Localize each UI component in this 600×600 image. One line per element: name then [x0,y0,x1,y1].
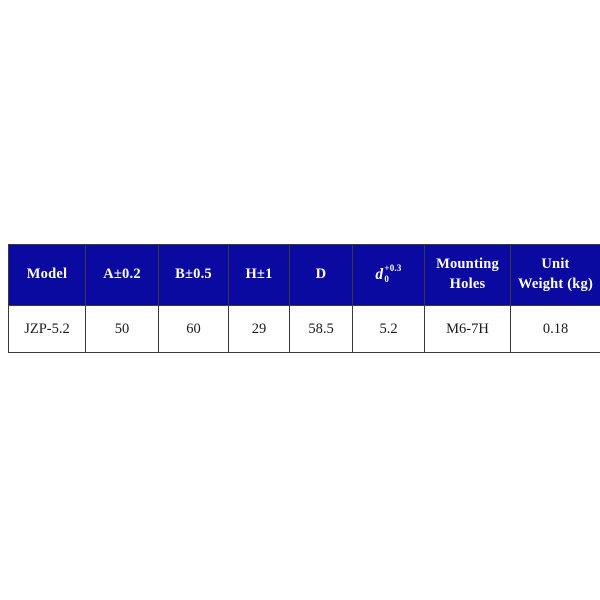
cell-d-major: 58.5 [289,305,353,353]
table-header: Model A±0.2 B±0.5 H±1 D d +0.3 0 [8,244,600,306]
cell-b: 60 [158,305,229,353]
column-header-mounting-holes: Mounting Holes [424,244,511,306]
cell-unit-weight: 0.18 [510,305,600,353]
column-header-d-major: D [289,244,353,306]
cell-h: 29 [228,305,290,353]
column-header-b-label: B±0.5 [175,266,212,283]
column-header-h-label: H±1 [245,266,273,283]
product-specification-table: Model A±0.2 B±0.5 H±1 D d +0.3 0 [8,244,600,353]
cell-a: 50 [85,305,159,353]
table-header-row: Model A±0.2 B±0.5 H±1 D d +0.3 0 [8,244,600,306]
tolerance-lower-value: 0 [384,273,390,284]
column-header-a: A±0.2 [85,244,159,306]
table-row: JZP-5.2 50 60 29 58.5 5.2 M6-7H 0.18 [8,305,600,353]
column-header-unit-weight: Unit Weight (kg) [510,244,600,306]
column-header-a-label: A±0.2 [103,266,141,283]
tolerance-upper-value: +0.3 [384,263,402,274]
cell-mounting-holes: M6-7H [424,305,511,353]
column-header-unit-weight-line1: Unit [541,256,570,273]
column-header-unit-weight-line2: Weight (kg) [517,276,594,292]
cell-d-tolerance: 5.2 [352,305,425,353]
column-header-mounting-holes-line2: Holes [449,276,486,292]
specification-table-container: Model A±0.2 B±0.5 H±1 D d +0.3 0 [8,244,600,353]
column-header-model: Model [8,244,86,306]
cell-model: JZP-5.2 [8,305,86,353]
column-header-model-label: Model [26,266,68,283]
table-body: JZP-5.2 50 60 29 58.5 5.2 M6-7H 0.18 [8,305,600,353]
column-header-b: B±0.5 [158,244,229,306]
column-header-h: H±1 [228,244,290,306]
column-header-mounting-holes-line1: Mounting [436,256,499,273]
column-header-d-major-label: D [315,266,327,283]
tolerance-symbol: d [375,265,384,283]
column-header-d-tolerance: d +0.3 0 [352,244,425,306]
tolerance-stack: +0.3 0 [384,263,402,284]
